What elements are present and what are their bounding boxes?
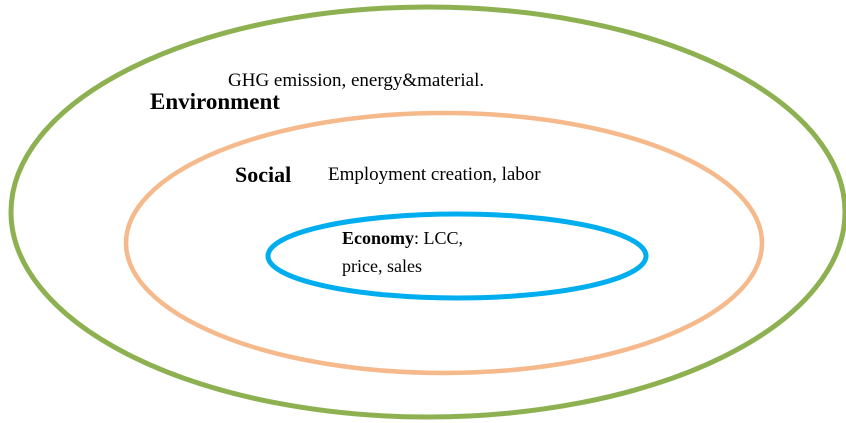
economy-description: : LCC, <box>414 228 463 248</box>
economy-ring <box>265 211 649 301</box>
environment-description: GHG emission, energy&material. <box>228 70 484 91</box>
environment-ring <box>8 4 846 420</box>
economy-label: Economy <box>342 228 414 248</box>
environment-label: Environment <box>150 89 280 114</box>
social-description: Employment creation, labor <box>328 164 541 185</box>
economy-description: price, sales <box>342 256 422 276</box>
social-label: Social <box>235 162 291 187</box>
economy-line: Economy: LCC, <box>342 228 463 248</box>
social-ring <box>123 110 765 376</box>
